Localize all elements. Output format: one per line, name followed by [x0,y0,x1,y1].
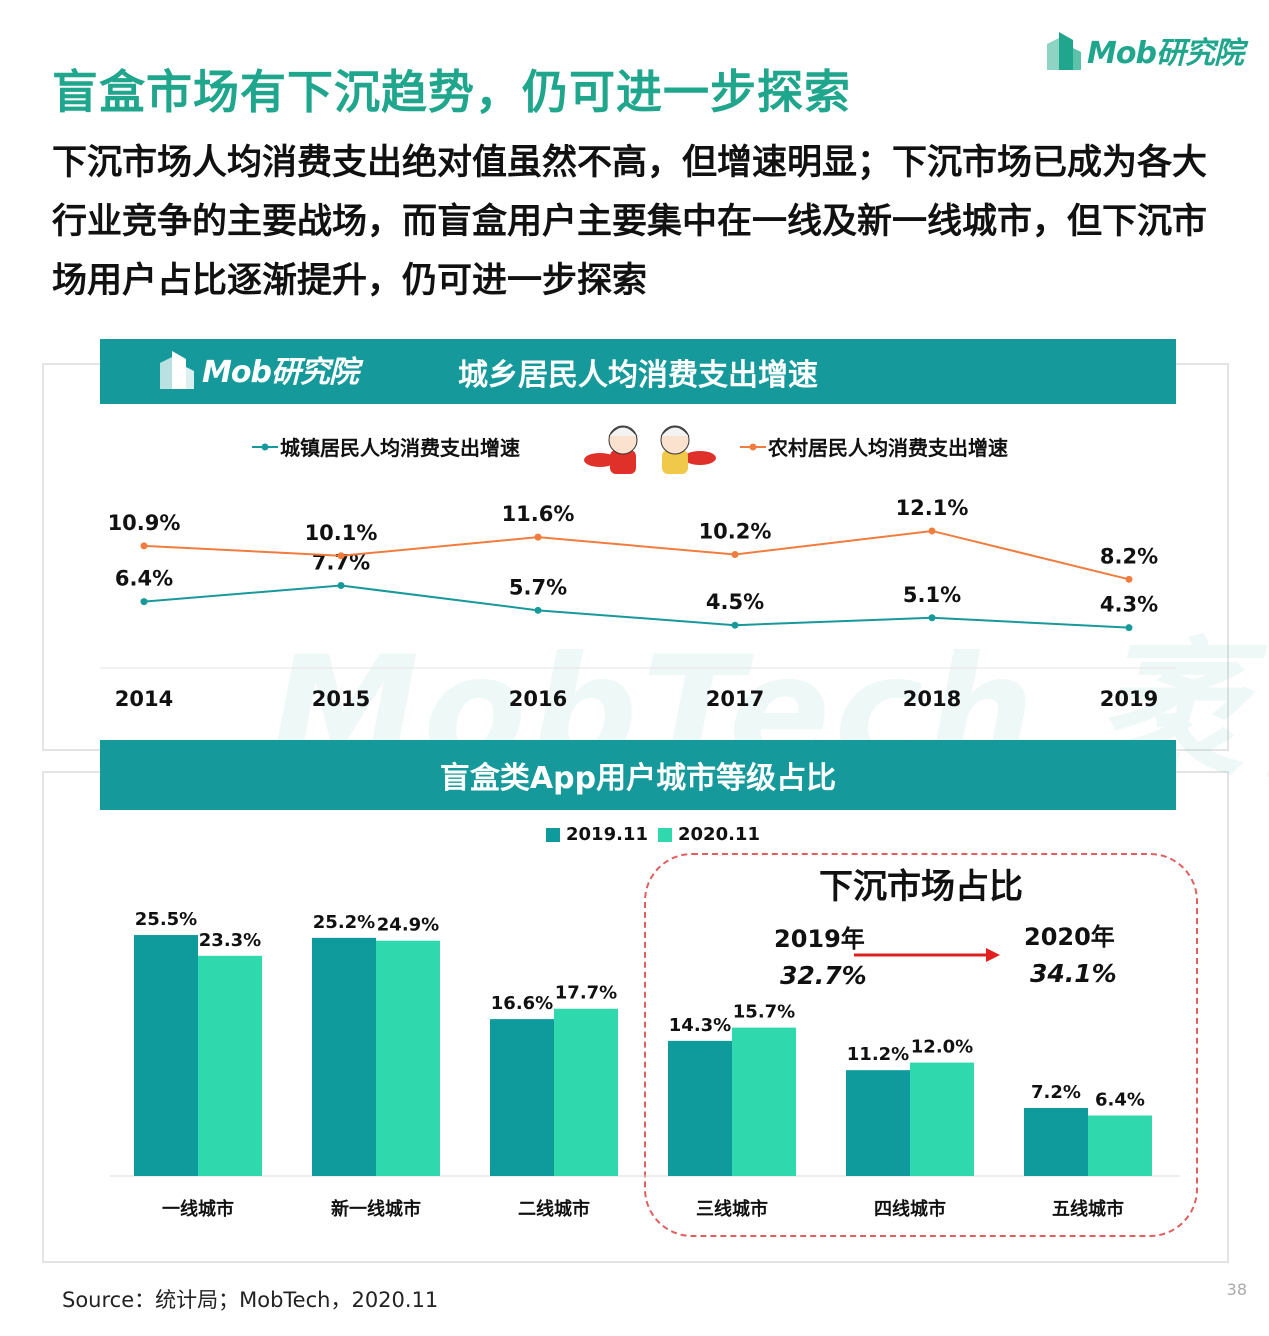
page-number: 38 [1226,1280,1247,1299]
legend-2020: 2020.11 [658,824,760,845]
legend-urban: 城镇居民人均消费支出增速 [252,432,520,461]
lower-tier-market-callout: 下沉市场占比 2019年 32.7% 2020年 34.1% [644,853,1198,1237]
legend-2020-label: 2020.11 [678,824,760,845]
callout-title: 下沉市场占比 [819,867,1023,907]
legend-2020-swatch [658,827,672,842]
legend-rural-label: 农村居民人均消费支出增速 [768,436,1008,460]
callout-to-value: 34.1% [1030,959,1117,988]
mob-logo: Mob研究院 [1043,28,1244,72]
banner-logo: Mob研究院 [156,347,359,391]
legend-2019: 2019.11 [546,824,648,845]
bar-chart-banner: 盲盒类App用户城市等级占比 [100,740,1176,810]
legend-2019-label: 2019.11 [566,824,648,845]
building-logo-icon [160,351,194,389]
page-title: 盲盒市场有下沉趋势，仍可进一步探索 [52,65,851,119]
callout-to-year: 2020年 [1024,923,1115,951]
legend-2019-swatch [546,827,560,842]
arrow-right-icon [854,948,1000,962]
page-subtitle: 下沉市场人均消费支出绝对值虽然不高，但增速明显；下沉市场已成为各大行业竞争的主要… [52,143,1208,301]
bar-chart-title: 盲盒类App用户城市等级占比 [439,761,837,796]
line-chart-title: 城乡居民人均消费支出增速 [458,357,818,393]
legend-urban-label: 城镇居民人均消费支出增速 [280,436,520,460]
callout-from-value: 32.7% [780,961,867,990]
legend-rural: 农村居民人均消费支出增速 [740,432,1008,461]
line-chart-banner: Mob研究院 城乡居民人均消费支出增速 [100,339,1176,404]
legend-urban-marker [252,443,278,450]
cartoon-figures-illustration [584,425,716,474]
legend-rural-marker [740,443,766,450]
source-note: Source：统计局；MobTech，2020.11 [62,1288,439,1312]
callout-from-year: 2019年 [774,925,865,953]
logo-text: Mob研究院 [1087,36,1244,71]
building-logo-icon [1047,32,1082,70]
banner-logo-text: Mob研究院 [202,355,359,390]
